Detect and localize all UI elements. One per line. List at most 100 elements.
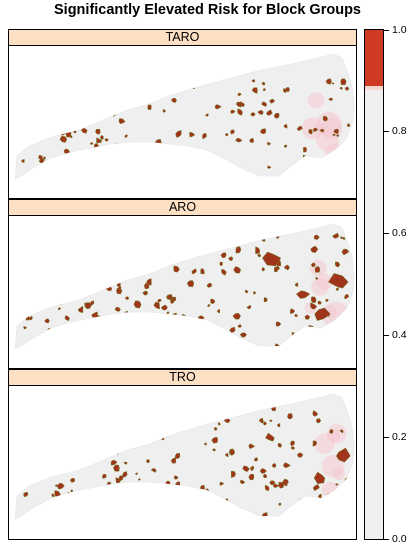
elevated-block-group [258,417,264,424]
elevated-block-group [77,411,82,415]
elevated-block-group [246,406,252,411]
elevated-block-group [265,432,275,442]
elevated-block-group [259,468,267,474]
elevated-block-group [200,484,205,492]
color-key-high-band [365,30,383,86]
elevated-block-group [275,321,282,327]
elevated-block-group [146,263,151,267]
elevated-block-group [29,286,36,292]
elevated-block-group [121,331,125,338]
elevated-block-group [27,308,35,315]
elevated-block-group [134,258,140,265]
elevated-block-group [228,256,234,261]
elevated-block-group [17,297,22,303]
elevated-block-group [339,86,343,90]
elevated-block-group [56,483,65,490]
elevated-block-group [250,112,256,117]
elevated-block-group [262,88,266,92]
elevated-block-group [170,79,177,86]
elevated-block-group [173,314,179,319]
elevated-block-group [101,501,105,506]
elevated-block-group [174,497,179,502]
elevated-block-group [239,479,246,485]
colorkey-label-4: 0.8 [392,125,407,137]
elevated-block-group [325,298,329,303]
elevated-block-group [169,504,173,508]
elevated-block-group [313,471,326,484]
elevated-block-group [283,264,290,271]
elevated-block-group [44,258,47,261]
elevated-block-group [132,76,136,81]
elevated-block-group [278,502,282,506]
panel-tro: TRO [8,369,357,540]
elevated-block-group [174,163,180,170]
elevated-block-group [277,442,282,448]
elevated-block-group [230,109,236,115]
elevated-block-group [231,470,236,479]
elevated-block-group [102,473,107,479]
elevated-block-group [237,92,242,97]
elevated-block-group [123,461,128,465]
elevated-block-group [196,331,200,336]
elevated-block-group [59,135,68,143]
elevated-block-group [175,130,182,138]
elevated-block-group [111,96,115,100]
elevated-block-group [115,477,122,484]
elevated-block-group [249,138,254,143]
elevated-block-group [189,131,196,138]
elevated-block-group [204,247,211,253]
elevated-block-group [300,173,306,179]
elevated-block-group [70,489,73,493]
elevated-block-group [296,452,304,458]
elevated-block-group [118,118,126,124]
elevated-block-group [147,104,152,110]
elevated-block-group [262,474,268,479]
panel-strip-taro: TARO [9,30,356,46]
elevated-block-group [248,473,255,481]
elevated-block-group [70,67,76,73]
elevated-block-group [217,422,221,426]
elevated-block-group [129,101,135,107]
elevated-block-group [46,504,50,508]
elevated-block-group [49,405,54,412]
elevated-block-group [250,468,254,471]
elevated-block-group [212,448,216,452]
elevated-block-group [71,165,76,170]
elevated-block-group [98,265,106,273]
elevated-block-group [225,133,229,137]
elevated-block-group [134,472,138,476]
elevated-block-group [156,321,161,325]
elevated-block-group [173,265,180,273]
elevated-block-group [219,481,225,486]
elevated-block-group [332,133,336,136]
elevated-block-group [17,236,22,241]
elevated-block-group [304,314,311,320]
elevated-block-group [161,510,170,516]
elevated-block-group [290,440,295,447]
elevated-block-group [235,137,243,143]
elevated-block-group [153,144,159,148]
elevated-block-group [77,305,84,313]
elevated-block-group [271,463,277,468]
elevated-block-group [264,65,268,68]
elevated-block-group [177,85,184,90]
elevated-block-group [95,454,102,459]
elevated-block-group [19,144,25,151]
elevated-block-group [302,327,308,333]
elevated-block-group [63,443,69,448]
elevated-block-group [84,404,88,409]
elevated-block-group [295,290,311,299]
elevated-block-group [98,322,104,328]
elevated-block-group [83,270,88,275]
elevated-block-group [163,240,170,248]
elevated-block-group [59,119,68,127]
elevated-block-group [118,286,122,291]
elevated-block-group [63,430,70,436]
elevated-block-group [89,142,94,145]
elevated-block-group [63,289,67,293]
elevated-block-group [308,129,313,135]
elevated-block-group [149,404,155,410]
elevated-block-group [22,106,29,113]
elevated-block-group [141,317,147,324]
elevated-block-group [299,498,304,503]
